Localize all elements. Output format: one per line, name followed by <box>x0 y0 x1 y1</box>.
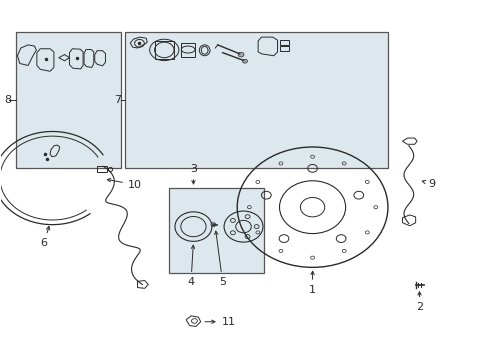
Circle shape <box>242 59 247 63</box>
Text: 10: 10 <box>107 179 142 190</box>
Text: 1: 1 <box>308 271 315 295</box>
Circle shape <box>210 223 215 226</box>
Bar <box>97 166 107 172</box>
Bar <box>169 188 264 273</box>
Circle shape <box>238 52 244 57</box>
Text: 3: 3 <box>189 164 197 184</box>
Bar <box>16 32 120 168</box>
Text: 5: 5 <box>214 231 225 287</box>
Text: 8: 8 <box>4 95 11 105</box>
Bar <box>125 32 387 168</box>
Bar <box>279 40 288 45</box>
Text: 4: 4 <box>187 245 194 287</box>
Text: 6: 6 <box>41 226 50 248</box>
Text: 11: 11 <box>204 317 235 327</box>
Bar <box>154 41 174 59</box>
Text: 2: 2 <box>415 292 422 312</box>
Text: 7: 7 <box>114 95 121 105</box>
Text: 9: 9 <box>421 179 434 189</box>
Bar <box>181 43 195 57</box>
Bar <box>279 46 288 51</box>
